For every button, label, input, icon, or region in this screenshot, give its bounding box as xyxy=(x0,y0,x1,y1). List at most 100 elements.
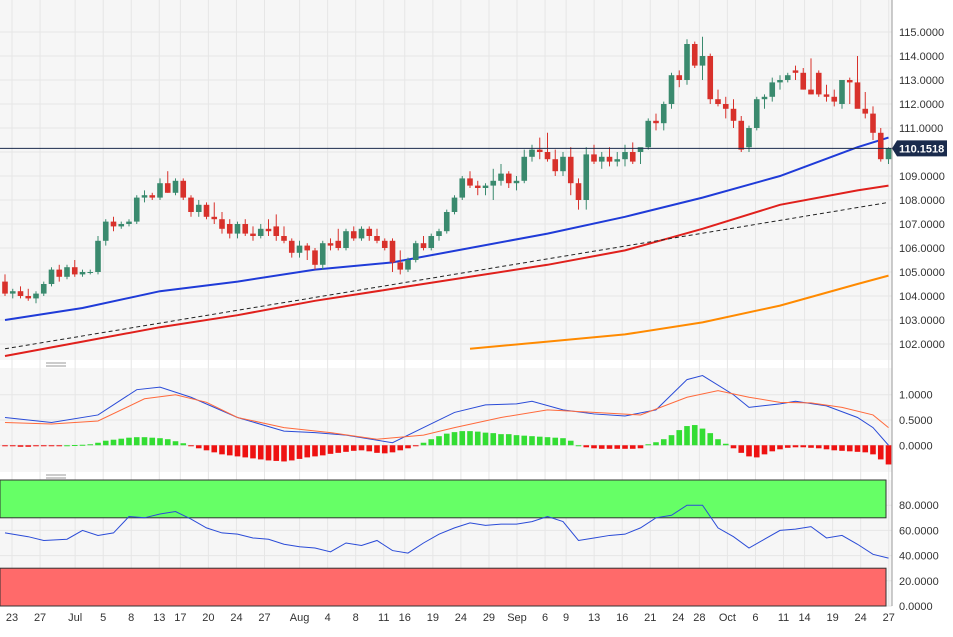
candle-body xyxy=(777,80,783,83)
rsi-tick-label: 80.0000 xyxy=(899,500,939,512)
rsi-tick-label: 40.0000 xyxy=(899,551,939,563)
candle-body xyxy=(389,240,396,263)
candle-body xyxy=(118,224,125,227)
macd-histogram-bar xyxy=(660,439,667,446)
candle-body xyxy=(164,183,171,193)
moving-average-line xyxy=(4,136,889,321)
price-tick-label: 103.0000 xyxy=(899,315,945,327)
candle-body xyxy=(87,272,94,273)
overbought-band xyxy=(0,479,887,519)
macd-histogram-bar xyxy=(567,440,574,446)
candle-body xyxy=(366,228,373,236)
candle-body xyxy=(800,72,807,90)
pane-resize-handle[interactable] xyxy=(46,362,66,367)
macd-histogram-bar xyxy=(288,445,295,461)
macd-histogram-bar xyxy=(405,445,411,449)
candle-body xyxy=(17,291,24,296)
candle xyxy=(172,178,179,196)
candle xyxy=(792,65,799,80)
candle-body xyxy=(211,216,218,220)
time-tick-label: 13 xyxy=(153,612,165,624)
macd-histogram-bar xyxy=(738,445,745,453)
macd-histogram-bar xyxy=(521,435,528,446)
macd-line xyxy=(4,374,889,446)
candle xyxy=(606,147,613,167)
candle-body xyxy=(784,75,791,80)
candle-body xyxy=(281,236,287,241)
time-tick-label: 11 xyxy=(778,612,789,624)
candle-body xyxy=(2,281,8,294)
candle-body xyxy=(95,240,101,272)
candle-body xyxy=(738,120,745,150)
candle xyxy=(738,116,745,152)
macd-histogram-bar xyxy=(265,445,272,461)
macd-histogram-bar xyxy=(436,436,442,446)
candle-body xyxy=(552,159,559,172)
candle xyxy=(33,291,39,304)
candle-body xyxy=(560,156,566,172)
candle-body xyxy=(226,224,233,234)
candle xyxy=(629,142,636,164)
candle xyxy=(436,228,442,241)
macd-histogram-bar xyxy=(622,445,628,449)
candle-body xyxy=(381,240,388,248)
candle-body xyxy=(676,75,683,80)
candle-body xyxy=(288,240,295,253)
candle xyxy=(126,219,132,227)
macd-histogram-bar xyxy=(808,445,814,448)
candle xyxy=(575,178,582,210)
macd-histogram-bar xyxy=(157,438,163,446)
candle xyxy=(17,286,24,299)
candle xyxy=(25,288,32,301)
candle-body xyxy=(769,82,776,97)
candle-body xyxy=(110,221,117,227)
candle xyxy=(56,264,63,282)
candle-body xyxy=(436,231,442,236)
macd-indicator xyxy=(2,374,892,465)
candle-body xyxy=(459,178,466,198)
candle-body xyxy=(428,236,435,248)
macd-histogram-bar xyxy=(126,437,132,446)
rsi-indicator xyxy=(4,504,889,559)
candle xyxy=(188,195,194,217)
candle xyxy=(870,106,876,140)
price-tick-label: 114.0000 xyxy=(899,51,944,63)
candle-body xyxy=(815,72,822,95)
candle xyxy=(366,226,373,241)
candle-body xyxy=(629,152,636,162)
price-tick-label: 106.0000 xyxy=(899,243,945,255)
candle xyxy=(777,75,783,90)
candle-body xyxy=(823,94,830,97)
candle xyxy=(64,264,70,280)
candle xyxy=(459,176,466,200)
macd-histogram-bar xyxy=(862,445,869,453)
rsi-tick-label: 0.0000 xyxy=(899,601,933,613)
price-tick-label: 115.0000 xyxy=(899,27,944,39)
macd-histogram-bar xyxy=(412,445,419,447)
candle xyxy=(823,84,830,102)
macd-histogram-bar xyxy=(281,445,287,462)
candle-body xyxy=(40,284,47,294)
candle xyxy=(877,128,884,162)
y-axis-labels: 102.0000 103.0000 104.0000 105.0000 106.0000… xyxy=(899,27,945,613)
candle-body xyxy=(64,267,70,277)
candle-body xyxy=(831,96,838,102)
candle xyxy=(529,144,535,162)
candle xyxy=(95,236,101,275)
pane-resize-handle[interactable] xyxy=(46,474,66,479)
candle-body xyxy=(79,272,86,275)
macd-histogram-bar xyxy=(242,445,249,458)
macd-histogram-bar xyxy=(746,445,752,457)
time-tick-label: Aug xyxy=(290,612,310,624)
macd-histogram-bar xyxy=(815,445,822,449)
candle xyxy=(381,238,388,251)
macd-histogram-bar xyxy=(296,445,303,459)
price-pane xyxy=(0,0,892,360)
macd-histogram-bar xyxy=(645,444,652,446)
candle xyxy=(831,89,838,107)
candle xyxy=(211,202,218,224)
candle xyxy=(273,214,280,241)
candle-body xyxy=(296,245,303,253)
candle-body xyxy=(699,56,706,66)
candle xyxy=(180,178,187,200)
